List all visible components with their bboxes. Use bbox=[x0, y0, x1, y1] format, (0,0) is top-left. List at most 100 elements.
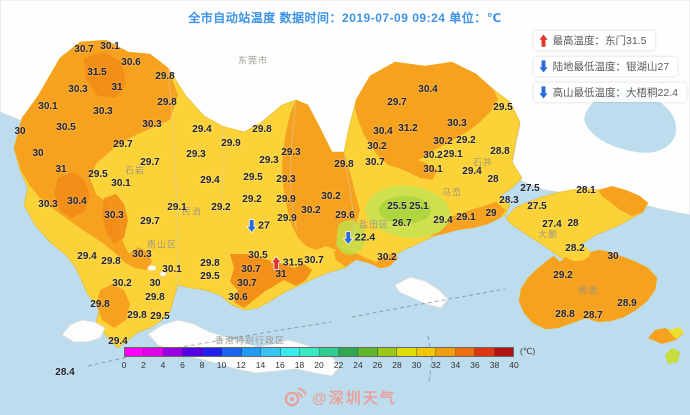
station-temp: 29.1 bbox=[167, 203, 186, 213]
place-label: 大鹏 bbox=[537, 229, 559, 240]
station-temp-value: 28.3 bbox=[499, 195, 519, 206]
station-temp: 31.2 bbox=[398, 124, 417, 134]
colorbar-tick: 24 bbox=[353, 360, 363, 370]
station-temp: 30.5 bbox=[248, 251, 267, 261]
colorbar-tick: 8 bbox=[199, 360, 205, 370]
station-temp: 30.2 bbox=[433, 137, 452, 147]
colorbar-segment bbox=[280, 348, 301, 356]
station-temp: 29.8 bbox=[200, 259, 219, 269]
station-temp: 30.1 bbox=[423, 165, 442, 175]
station-temp: 30 bbox=[32, 149, 43, 159]
station-temp-value: 30.2 bbox=[377, 252, 397, 263]
station-temp-value: 29.5 bbox=[88, 169, 108, 180]
station-temp-value: 25.5 bbox=[387, 201, 407, 212]
station-temp-value: 27.5 bbox=[520, 183, 540, 194]
station-temp: 29.1 bbox=[456, 213, 475, 223]
station-temp: 28.7 bbox=[583, 311, 602, 321]
station-temp: 28.8 bbox=[555, 310, 574, 320]
station-temp: 29.4 bbox=[200, 176, 219, 186]
station-temp-value: 29.8 bbox=[145, 292, 165, 303]
station-temp-value: 29.6 bbox=[335, 210, 355, 221]
colorbar-tick: 40 bbox=[509, 360, 519, 370]
colorbar-tick: 12 bbox=[236, 360, 246, 370]
station-temp-value: 29.9 bbox=[277, 213, 297, 224]
station-temp: 30.7 bbox=[74, 45, 93, 55]
colorbar-unit: (℃) bbox=[520, 346, 536, 356]
station-temp: 28.9 bbox=[617, 299, 636, 309]
station-temp: 29.6 bbox=[335, 211, 354, 221]
station-temp: 25.5 bbox=[387, 202, 406, 212]
legend: 最高温度：东门31.5 陆地最低温度：银湖山27 高山最低温度：大梧桐22.4 bbox=[533, 31, 686, 102]
legend-item-label: 陆地最低温度：银湖山27 bbox=[552, 61, 670, 73]
station-temp: 28.8 bbox=[490, 147, 509, 157]
station-temp-value: 29.4 bbox=[192, 124, 212, 135]
station-temp: 29.5 bbox=[88, 170, 107, 180]
island-se-yellow bbox=[668, 327, 684, 339]
station-temp-value: 29.2 bbox=[211, 202, 231, 213]
station-temp: 30.2 bbox=[321, 192, 340, 202]
colorbar-segment bbox=[125, 348, 145, 356]
station-temp: 29.3 bbox=[281, 148, 300, 158]
station-temp-value: 31 bbox=[55, 164, 67, 175]
station-temp: 29.4 bbox=[462, 167, 481, 177]
station-temp: 30.1 bbox=[162, 265, 181, 275]
station-temp-value: 29.8 bbox=[127, 310, 147, 321]
station-temp: 28.4 bbox=[55, 368, 74, 378]
station-temp-value: 29.3 bbox=[276, 174, 296, 185]
weibo-icon bbox=[284, 387, 307, 407]
station-temp: 30.6 bbox=[228, 293, 247, 303]
station-temp-value: 28 bbox=[487, 174, 499, 185]
colorbar-tick: 36 bbox=[470, 360, 480, 370]
station-temp-value: 29.5 bbox=[493, 102, 513, 113]
station-temp: 30 bbox=[607, 252, 618, 262]
station-temp: 30.2 bbox=[367, 142, 386, 152]
station-temp-value: 30 bbox=[32, 148, 44, 159]
colorbar-tick: 34 bbox=[450, 360, 461, 370]
colorbar-segment bbox=[358, 348, 378, 356]
station-temp-value: 29.1 bbox=[167, 202, 187, 213]
legend-item: 高山最低温度：大梧桐22.4 bbox=[533, 83, 686, 102]
wutong-green-inner bbox=[379, 196, 431, 224]
station-temp: 30.7 bbox=[237, 279, 256, 289]
station-temp-value: 29.4 bbox=[433, 215, 453, 226]
station-temp: 29.3 bbox=[276, 175, 295, 185]
down-arrow-icon bbox=[342, 231, 354, 246]
colorbar-tick: 26 bbox=[372, 360, 383, 370]
island-lingding bbox=[61, 319, 106, 343]
station-temp: 30.1 bbox=[38, 102, 57, 112]
station-temp-value: 30.7 bbox=[237, 278, 257, 289]
watermark: @深圳天气 bbox=[283, 386, 397, 408]
station-temp: 29.7 bbox=[140, 158, 159, 168]
station-temp: 28.1 bbox=[576, 186, 595, 196]
station-temp: 30.4 bbox=[67, 197, 86, 207]
dapeng-upper bbox=[505, 187, 649, 262]
station-temp: 30.7 bbox=[304, 256, 323, 266]
station-temp: 29.8 bbox=[90, 300, 109, 310]
region-patch-luohu bbox=[230, 254, 312, 308]
station-temp: 29.5 bbox=[493, 103, 512, 113]
colorbar-segment bbox=[436, 348, 456, 356]
station-temp-value: 31 bbox=[275, 269, 287, 280]
colorbar-segment bbox=[202, 348, 223, 356]
colorbar-tick: 14 bbox=[255, 360, 266, 370]
station-temp-value: 29.8 bbox=[90, 299, 110, 310]
station-temp: 30.3 bbox=[38, 200, 57, 210]
station-temp-value: 30.2 bbox=[433, 136, 453, 147]
station-temp: 31 bbox=[275, 270, 286, 280]
station-temp-value: 29.8 bbox=[157, 97, 177, 108]
station-temp-value: 29.4 bbox=[200, 175, 220, 186]
station-temp-value: 29.4 bbox=[77, 251, 97, 262]
region-patch-eastcoast bbox=[424, 202, 506, 236]
station-temp-value: 29.2 bbox=[242, 194, 262, 205]
station-temp: 29.8 bbox=[145, 293, 164, 303]
colorbar-tick: 16 bbox=[275, 360, 285, 370]
station-temp: 30.1 bbox=[111, 179, 130, 189]
colorbar-segment bbox=[163, 348, 184, 356]
station-temp: 29.4 bbox=[433, 216, 452, 226]
station-temp-value: 30.3 bbox=[104, 210, 124, 221]
station-min-marker: 27 bbox=[246, 219, 270, 234]
station-temp-value: 30.4 bbox=[418, 84, 438, 95]
station-temp: 29.7 bbox=[113, 140, 132, 150]
station-temp: 29.9 bbox=[221, 139, 240, 149]
station-temp: 29.8 bbox=[127, 311, 146, 321]
